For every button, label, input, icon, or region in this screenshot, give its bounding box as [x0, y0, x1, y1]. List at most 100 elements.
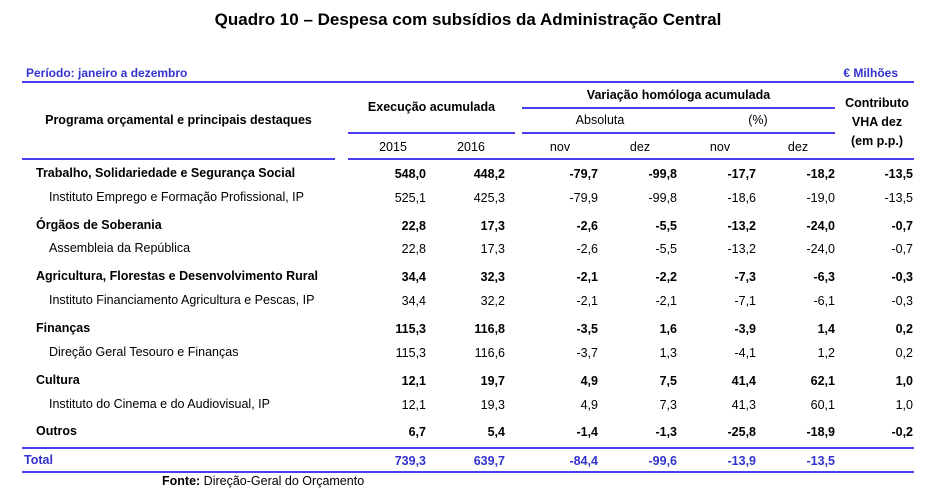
cell-abs-dez: 7,3 [659, 398, 677, 412]
cell-abs-dez: -99,8 [648, 167, 678, 181]
cell-abs-dez: -2,1 [655, 294, 677, 308]
cell-pct-dez: 62,1 [810, 374, 835, 388]
cell-v2015: 115,3 [395, 346, 426, 360]
total-abs-dez: -99,6 [648, 454, 678, 468]
cell-pct-nov: -3,9 [734, 322, 756, 336]
cell-pct-dez: -6,1 [813, 294, 835, 308]
rule-variacao-sub [522, 132, 835, 134]
cell-contributo: -0,3 [891, 294, 913, 308]
row-label: Cultura [36, 373, 80, 387]
cell-abs-dez: -99,8 [648, 191, 678, 205]
cell-abs-nov: 4,9 [580, 398, 598, 412]
rule-header-left [22, 158, 335, 160]
source-note: Fonte: Direção-Geral do Orçamento [162, 474, 364, 488]
cell-abs-nov: 4,9 [580, 374, 598, 388]
detail-row: Instituto Emprego e Formação Profissiona… [0, 187, 936, 209]
cell-v2015: 34,4 [401, 270, 426, 284]
program-row: Outros 6,7 5,4 -1,4 -1,3 -25,8 -18,9 -0,2 [0, 421, 936, 443]
cell-pct-nov: -17,7 [727, 167, 757, 181]
cell-contributo: 1,0 [895, 398, 913, 412]
row-label: Finanças [36, 321, 91, 335]
cell-pct-nov: 41,4 [731, 374, 756, 388]
cell-v2015: 12,1 [401, 374, 426, 388]
cell-abs-nov: -3,5 [576, 322, 598, 336]
header-contributo-1: Contributo [845, 96, 909, 110]
cell-abs-nov: -79,9 [569, 191, 599, 205]
cell-contributo: -13,5 [884, 167, 914, 181]
program-row: Cultura 12,1 19,7 4,9 7,5 41,4 62,1 1,0 [0, 370, 936, 392]
cell-contributo: -13,5 [884, 191, 914, 205]
cell-pct-nov: 41,3 [731, 398, 756, 412]
header-2015: 2015 [379, 140, 407, 154]
table-title: Quadro 10 – Despesa com subsídios da Adm… [214, 10, 722, 29]
cell-abs-nov: -2,6 [576, 242, 598, 256]
cell-pct-nov: -13,2 [727, 242, 757, 256]
source-text: Direção-Geral do Orçamento [200, 474, 365, 488]
cell-abs-dez: -5,5 [655, 219, 677, 233]
cell-pct-dez: -6,3 [813, 270, 835, 284]
cell-abs-dez: 1,3 [659, 346, 677, 360]
row-label: Outros [36, 424, 77, 438]
row-label: Instituto Emprego e Formação Profissiona… [49, 190, 304, 204]
row-label: Órgãos de Soberania [36, 218, 162, 232]
cell-pct-nov: -25,8 [727, 425, 757, 439]
row-label: Direção Geral Tesouro e Finanças [49, 345, 239, 359]
cell-abs-nov: -2,1 [576, 270, 598, 284]
cell-contributo: -0,2 [891, 425, 913, 439]
cell-v2015: 34,4 [401, 294, 426, 308]
header-percent: (%) [748, 113, 768, 127]
header-execucao: Execução acumulada [367, 100, 496, 114]
row-label: Instituto Financiamento Agricultura e Pe… [49, 293, 315, 307]
cell-abs-nov: -2,1 [576, 294, 598, 308]
cell-contributo: 0,2 [895, 346, 913, 360]
rule-execucao [348, 132, 515, 134]
row-label: Assembleia da República [49, 241, 191, 255]
total-pct-nov: -13,9 [727, 454, 757, 468]
header-programa: Programa orçamental e principais destaqu… [45, 113, 312, 127]
row-label: Agricultura, Florestas e Desenvolvimento… [36, 269, 319, 283]
detail-row: Direção Geral Tesouro e Finanças 115,3 116… [0, 342, 936, 364]
cell-v2015: 548,0 [394, 167, 426, 181]
header-variacao: Variação homóloga acumulada [586, 88, 771, 102]
total-row: Total 739,3 639,7 -84,4 -99,6 -13,9 -13,… [0, 450, 936, 472]
cell-pct-nov: -7,3 [734, 270, 756, 284]
program-row: Trabalho, Solidariedade e Segurança Soci… [0, 163, 936, 185]
cell-v2015: 115,3 [395, 322, 426, 336]
total-pct-dez: -13,5 [806, 454, 836, 468]
header-contributo-2: VHA dez [851, 115, 903, 129]
cell-contributo: 0,2 [895, 322, 913, 336]
rule-total-bottom [22, 471, 914, 473]
cell-v2016: 116,6 [474, 346, 505, 360]
period-label: Período: janeiro a dezembro [26, 66, 188, 80]
detail-row: Assembleia da República 22,8 17,3 -2,6 -5,5 -… [0, 238, 936, 260]
source-label: Fonte: [162, 474, 201, 488]
row-label: Trabalho, Solidariedade e Segurança Soci… [36, 166, 296, 180]
cell-v2016: 32,2 [480, 294, 505, 308]
cell-contributo: 1,0 [895, 374, 913, 388]
cell-v2016: 5,4 [487, 425, 505, 439]
cell-abs-nov: -1,4 [576, 425, 598, 439]
cell-abs-nov: -2,6 [576, 219, 598, 233]
cell-v2016: 19,3 [480, 398, 505, 412]
cell-v2016: 425,3 [473, 191, 505, 205]
cell-contributo: -0,3 [891, 270, 913, 284]
unit-label: € Milhões [843, 66, 898, 80]
cell-pct-dez: -18,2 [806, 167, 836, 181]
cell-pct-nov: -4,1 [734, 346, 756, 360]
cell-v2016: 116,8 [474, 322, 505, 336]
cell-abs-nov: -3,7 [576, 346, 598, 360]
cell-v2015: 22,8 [401, 242, 426, 256]
rule-variacao [522, 107, 835, 109]
header-2016: 2016 [457, 140, 485, 154]
cell-pct-dez: -18,9 [806, 425, 836, 439]
cell-abs-nov: -79,7 [569, 167, 599, 181]
header-abs-nov: nov [549, 140, 571, 154]
header-absoluta: Absoluta [575, 113, 625, 127]
detail-row: Instituto Financiamento Agricultura e Pe… [0, 290, 936, 312]
rule-top [22, 81, 914, 83]
cell-pct-dez: 60,1 [810, 398, 835, 412]
header-pct-nov: nov [709, 140, 731, 154]
rule-header-right [348, 158, 914, 160]
header-pct-dez: dez [787, 140, 809, 154]
total-abs-nov: -84,4 [569, 454, 599, 468]
